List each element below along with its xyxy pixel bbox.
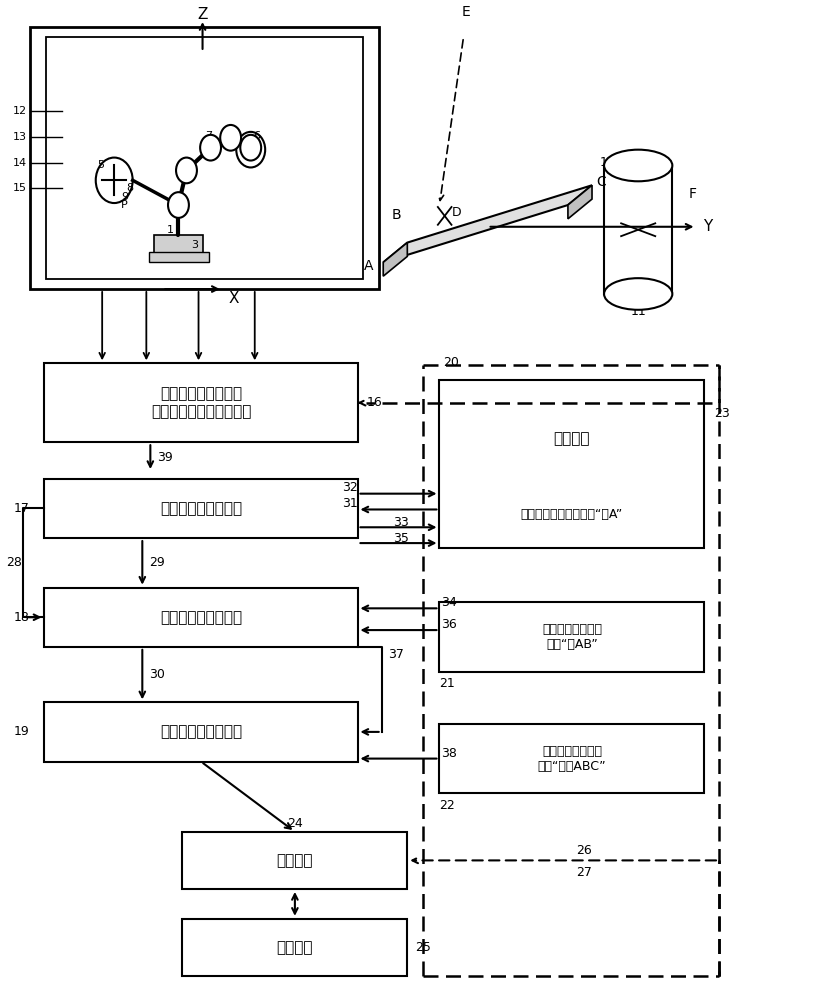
Text: 17: 17 — [14, 502, 30, 515]
Text: 18: 18 — [14, 611, 30, 624]
FancyBboxPatch shape — [45, 363, 358, 442]
Text: A: A — [364, 259, 374, 273]
Text: 6: 6 — [253, 131, 260, 141]
Text: 37: 37 — [388, 648, 404, 661]
FancyBboxPatch shape — [45, 702, 358, 762]
FancyBboxPatch shape — [30, 27, 379, 289]
Text: 对特征进行命名、例如“点A”: 对特征进行命名、例如“点A” — [521, 508, 623, 521]
Text: 34: 34 — [441, 596, 457, 609]
Text: 33: 33 — [393, 516, 409, 529]
FancyBboxPatch shape — [45, 588, 358, 647]
Text: B: B — [391, 208, 401, 222]
Text: 控制系统: 控制系统 — [276, 853, 313, 868]
Text: 38: 38 — [441, 747, 457, 760]
Polygon shape — [383, 243, 407, 276]
Text: 20: 20 — [443, 356, 459, 369]
Text: 机器人坐标到在周围
环境中使用的坐标的转换: 机器人坐标到在周围 环境中使用的坐标的转换 — [150, 387, 251, 419]
Text: 36: 36 — [441, 618, 457, 631]
Text: 28: 28 — [6, 556, 22, 569]
Circle shape — [176, 158, 197, 183]
Text: 30: 30 — [149, 668, 164, 681]
FancyBboxPatch shape — [46, 37, 363, 279]
Text: 23: 23 — [714, 407, 730, 420]
Text: 1: 1 — [167, 225, 174, 235]
Text: 26: 26 — [576, 844, 592, 857]
Text: 用户接口: 用户接口 — [276, 940, 313, 955]
Text: 15: 15 — [13, 183, 28, 193]
Text: 13: 13 — [13, 132, 28, 142]
FancyBboxPatch shape — [440, 602, 704, 672]
Circle shape — [96, 158, 133, 203]
FancyBboxPatch shape — [45, 479, 358, 538]
Text: X: X — [229, 291, 240, 306]
Text: 对特征进行命名，
例如“平面ABC”: 对特征进行命名， 例如“平面ABC” — [537, 745, 606, 773]
Text: 39: 39 — [157, 451, 172, 464]
FancyBboxPatch shape — [182, 832, 407, 889]
Text: 对特征进行命名，
例如“线AB”: 对特征进行命名， 例如“线AB” — [542, 623, 602, 651]
Text: D: D — [451, 206, 461, 219]
Circle shape — [168, 192, 189, 218]
Text: 21: 21 — [440, 677, 455, 690]
Text: 27: 27 — [576, 866, 592, 879]
Text: Y: Y — [702, 219, 712, 234]
Text: 22: 22 — [440, 799, 455, 812]
FancyBboxPatch shape — [440, 380, 704, 548]
Text: 31: 31 — [341, 497, 358, 510]
Polygon shape — [568, 185, 592, 219]
Text: 12: 12 — [13, 106, 28, 116]
Text: 存储装置: 存储装置 — [554, 431, 590, 446]
Text: 3: 3 — [191, 240, 198, 250]
FancyBboxPatch shape — [440, 724, 704, 793]
FancyBboxPatch shape — [154, 235, 202, 256]
Text: 35: 35 — [393, 532, 409, 545]
Text: 5: 5 — [97, 160, 104, 170]
Text: 高级几何特征的定义: 高级几何特征的定义 — [160, 724, 242, 739]
Text: P: P — [121, 200, 128, 210]
FancyBboxPatch shape — [604, 165, 672, 294]
Text: F: F — [689, 187, 697, 201]
FancyBboxPatch shape — [182, 919, 407, 976]
Text: 中级几何特征的定义: 中级几何特征的定义 — [160, 610, 242, 625]
Circle shape — [200, 135, 221, 161]
Ellipse shape — [604, 278, 672, 310]
Circle shape — [237, 132, 265, 167]
Circle shape — [220, 125, 241, 151]
Text: E: E — [462, 5, 470, 19]
Text: 9: 9 — [121, 192, 128, 202]
Text: 16: 16 — [367, 396, 383, 409]
Text: 11: 11 — [630, 305, 646, 318]
Text: C: C — [596, 175, 606, 189]
Text: Z: Z — [198, 7, 208, 22]
Text: 25: 25 — [415, 941, 431, 954]
Text: 8: 8 — [127, 183, 134, 193]
Text: 32: 32 — [341, 481, 358, 494]
FancyBboxPatch shape — [149, 252, 209, 262]
Text: 19: 19 — [14, 725, 30, 738]
Ellipse shape — [604, 150, 672, 181]
Text: 29: 29 — [149, 556, 164, 569]
Text: 10: 10 — [600, 156, 616, 169]
Text: 14: 14 — [13, 158, 28, 168]
Text: 4: 4 — [223, 131, 230, 141]
Text: 7: 7 — [206, 131, 212, 141]
Polygon shape — [383, 185, 592, 262]
Text: 低级几何特征的定义: 低级几何特征的定义 — [160, 501, 242, 516]
Text: 24: 24 — [287, 817, 302, 830]
Text: 2: 2 — [171, 205, 178, 215]
Circle shape — [241, 135, 261, 161]
